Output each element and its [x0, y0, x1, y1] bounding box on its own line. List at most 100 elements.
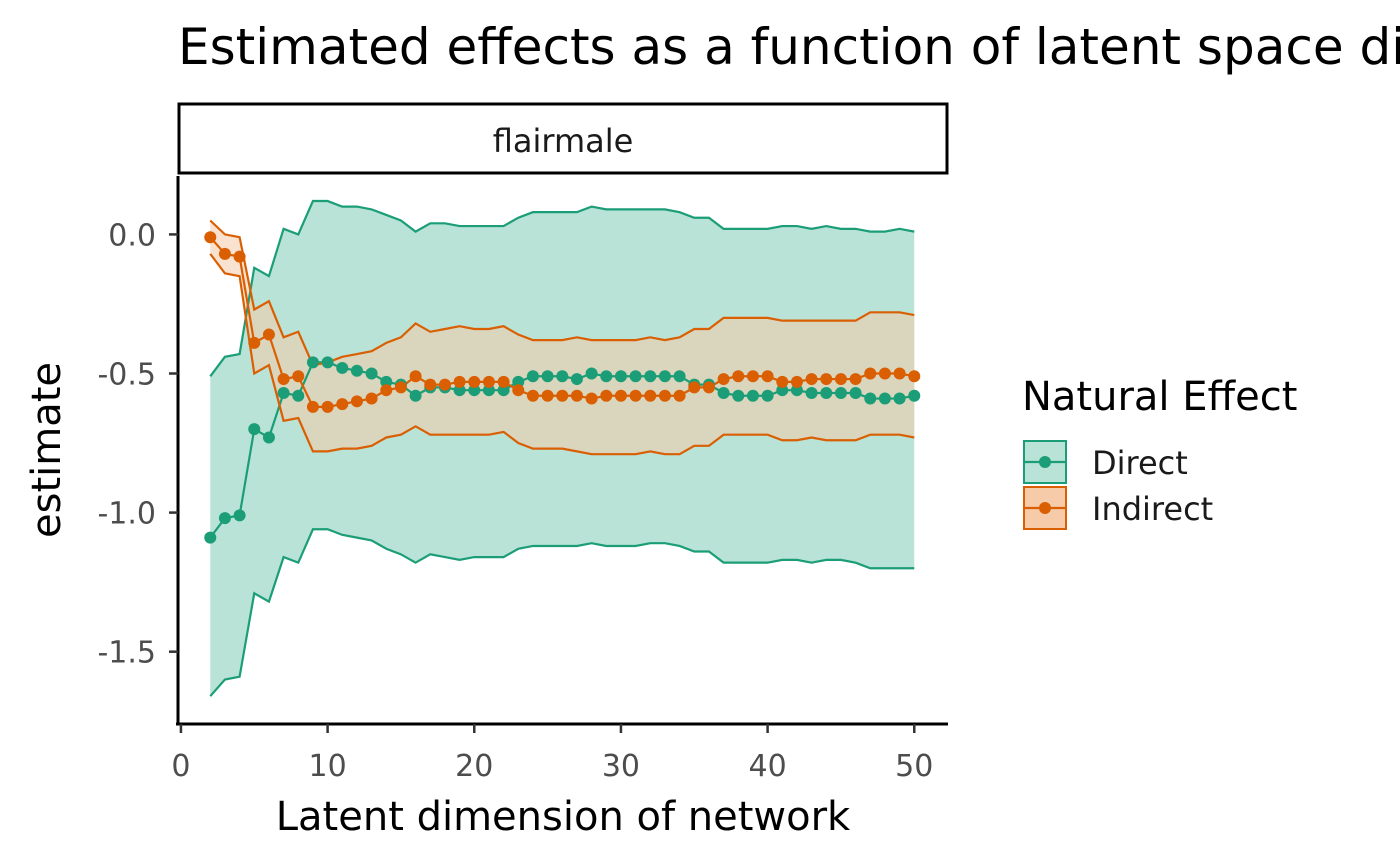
- indirect-point: [556, 389, 569, 402]
- indirect-point: [688, 381, 701, 394]
- indirect-point: [409, 370, 422, 383]
- indirect-point: [805, 373, 818, 386]
- direct-point: [204, 531, 217, 544]
- indirect-point: [570, 389, 583, 402]
- direct-point: [746, 389, 759, 402]
- indirect-point: [893, 367, 906, 380]
- y-axis-title: estimate: [24, 362, 70, 538]
- direct-point: [673, 370, 686, 383]
- x-tick-label: 50: [895, 749, 933, 784]
- y-tick-label: -0.5: [97, 358, 156, 393]
- indirect-point: [629, 389, 642, 402]
- indirect-point: [380, 384, 393, 397]
- direct-point: [629, 370, 642, 383]
- direct-point: [805, 386, 818, 399]
- indirect-point: [321, 400, 334, 413]
- legend-key-point-direct: [1039, 456, 1051, 468]
- series-points: [204, 231, 921, 544]
- indirect-point: [614, 389, 627, 402]
- direct-point: [732, 389, 745, 402]
- legend-items: Direct Indirect: [1023, 440, 1213, 530]
- indirect-point: [644, 389, 657, 402]
- indirect-point: [512, 384, 525, 397]
- indirect-point: [820, 373, 833, 386]
- indirect-point: [453, 375, 466, 388]
- indirect-point: [218, 247, 231, 260]
- direct-upper-bound-line: [209, 199, 915, 377]
- direct-point: [585, 367, 598, 380]
- y-axis-ticks: 0.0 -0.5 -1.0 -1.5: [97, 218, 178, 671]
- direct-point: [526, 370, 539, 383]
- facet-strip-box: [177, 102, 949, 175]
- indirect-point: [306, 400, 319, 413]
- x-tick-label: 20: [455, 749, 493, 784]
- facet-strip-label: flairmale: [493, 122, 634, 160]
- x-tick-label: 10: [309, 749, 347, 784]
- direct-point: [218, 512, 231, 525]
- indirect-point: [658, 389, 671, 402]
- indirect-point: [702, 381, 715, 394]
- direct-point: [306, 356, 319, 369]
- indirect-point: [204, 231, 217, 244]
- indirect-point: [732, 370, 745, 383]
- indirect-point: [717, 373, 730, 386]
- indirect-point: [438, 378, 451, 391]
- direct-point: [658, 370, 671, 383]
- direct-point: [541, 370, 554, 383]
- indirect-point: [365, 392, 378, 405]
- indirect-point: [585, 392, 598, 405]
- direct-point: [380, 375, 393, 388]
- y-tick-label: 0.0: [108, 218, 156, 253]
- indirect-point: [776, 375, 789, 388]
- direct-point: [570, 373, 583, 386]
- direct-point: [776, 384, 789, 397]
- direct-point: [248, 423, 261, 436]
- direct-point: [644, 370, 657, 383]
- facet-strip: flairmale: [177, 102, 949, 175]
- direct-point: [365, 367, 378, 380]
- direct-point: [614, 370, 627, 383]
- indirect-point: [849, 373, 862, 386]
- direct-point: [350, 364, 363, 377]
- direct-point: [908, 389, 921, 402]
- indirect-point: [497, 375, 510, 388]
- indirect-point: [424, 378, 437, 391]
- indirect-point: [864, 367, 877, 380]
- indirect-point: [761, 370, 774, 383]
- indirect-point: [600, 389, 613, 402]
- direct-point: [292, 389, 305, 402]
- legend-label-indirect: Indirect: [1092, 490, 1213, 528]
- direct-point: [820, 386, 833, 399]
- y-tick-label: -1.5: [97, 636, 156, 671]
- direct-point: [849, 386, 862, 399]
- direct-point: [277, 386, 290, 399]
- legend-item-indirect: Indirect: [1023, 486, 1213, 530]
- direct-lower-bound-line: [209, 528, 915, 697]
- direct-point: [717, 386, 730, 399]
- direct-point: [409, 389, 422, 402]
- direct-point: [893, 392, 906, 405]
- indirect-point: [746, 370, 759, 383]
- x-tick-label: 40: [749, 749, 787, 784]
- axes: 0 10 20 30 40 50 0.0 -0.5 -1.0 -1.5: [97, 176, 948, 784]
- direct-point: [321, 356, 334, 369]
- legend-label-direct: Direct: [1092, 444, 1188, 482]
- direct-point: [233, 509, 246, 522]
- x-tick-label: 30: [602, 749, 640, 784]
- legend-item-direct: Direct: [1023, 440, 1188, 484]
- chart-title: Estimated effects as a function of laten…: [178, 18, 1400, 76]
- direct-point: [600, 370, 613, 383]
- x-axis-ticks: 0 10 20 30 40 50: [171, 724, 933, 784]
- plot-panel: [204, 199, 921, 697]
- y-tick-label: -1.0: [97, 497, 156, 532]
- indirect-point: [394, 381, 407, 394]
- direct-point: [878, 392, 891, 405]
- direct-point: [482, 384, 495, 397]
- x-tick-label: 0: [171, 749, 190, 784]
- indirect-point: [262, 328, 275, 341]
- indirect-point: [277, 373, 290, 386]
- indirect-point: [482, 375, 495, 388]
- direct-point: [453, 384, 466, 397]
- direct-point: [556, 370, 569, 383]
